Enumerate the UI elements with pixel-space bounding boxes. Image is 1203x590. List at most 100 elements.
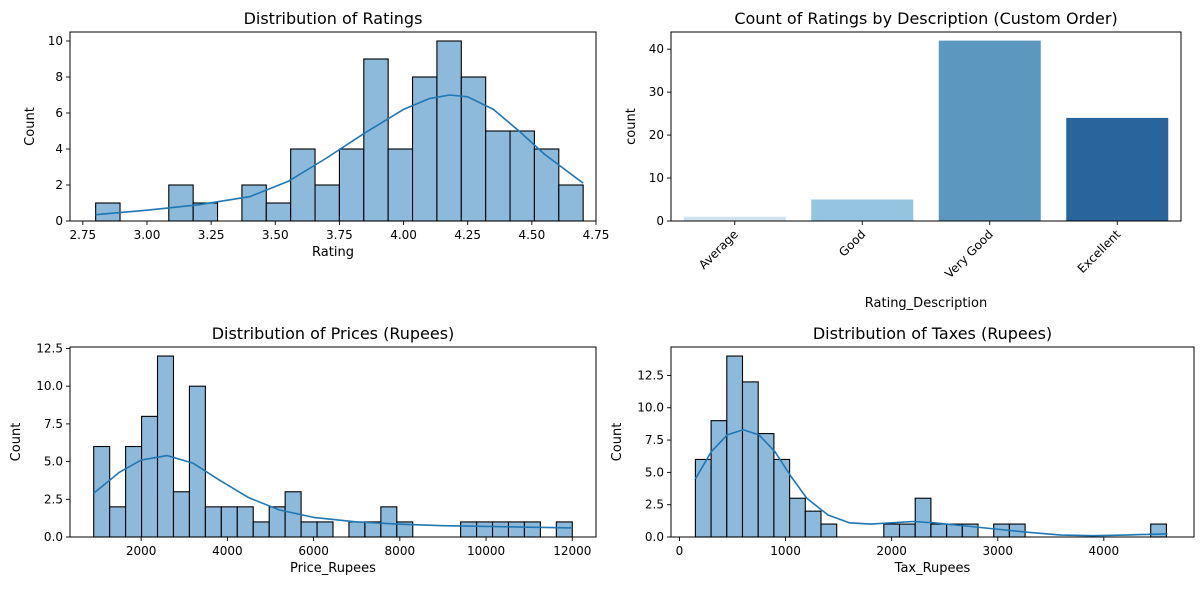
hist-bar xyxy=(363,58,389,222)
x-tick-label: 3.25 xyxy=(198,228,225,242)
hist-bar xyxy=(914,497,932,538)
chart-title: Distribution of Prices (Rupees) xyxy=(212,324,455,343)
x-tick-label: 10000 xyxy=(467,544,505,558)
x-tick-label: 12000 xyxy=(553,544,591,558)
hist-bar xyxy=(168,184,194,222)
hist-bar xyxy=(380,506,398,538)
hist-bar xyxy=(789,497,806,538)
hist-bar xyxy=(460,76,487,222)
y-axis-label: Count xyxy=(23,107,38,146)
x-tick-label: 3.50 xyxy=(262,228,289,242)
y-tick-label: 10 xyxy=(48,34,63,48)
y-tick-label: 0.0 xyxy=(645,530,664,544)
hist-bar xyxy=(252,521,270,538)
subplot-2: Count of Ratings by Description (Custom … xyxy=(624,9,1182,311)
bar-excellent xyxy=(1066,117,1169,221)
y-tick-label: 12.5 xyxy=(36,342,63,356)
hist-bar xyxy=(558,184,584,222)
subplot-4: Distribution of Taxes (Rupees) 0 1000 2000 3… xyxy=(610,324,1195,576)
kde-line xyxy=(694,428,1168,537)
hist-bar xyxy=(265,202,292,222)
hist-bar xyxy=(555,521,573,538)
hist-bar xyxy=(533,148,560,222)
y-tick-label: 8 xyxy=(55,70,63,84)
x-tick-label: Average xyxy=(696,227,741,272)
y-axis-label: Count xyxy=(9,423,24,462)
y-tick-label: 0.0 xyxy=(44,530,63,544)
y-tick-label: 7.5 xyxy=(44,417,63,431)
y-tick-label: 2.5 xyxy=(645,498,664,512)
x-axis-label: Price_Rupees xyxy=(290,561,376,576)
x-tick-label: 2.75 xyxy=(69,228,96,242)
y-tick-label: 30 xyxy=(649,85,664,99)
hist-bar xyxy=(509,130,535,222)
y-tick-label: 5.0 xyxy=(645,465,664,479)
hist-bar xyxy=(930,523,948,538)
axes-frame xyxy=(670,346,1195,538)
hist-bar xyxy=(726,355,744,538)
hist-bar xyxy=(476,521,494,538)
kde-line xyxy=(93,454,573,529)
hist-bar xyxy=(883,523,901,538)
x-tick-label: Very Good xyxy=(942,227,996,281)
y-tick-label: 6 xyxy=(55,106,63,120)
hist-bar xyxy=(220,506,238,538)
y-tick-label: 40 xyxy=(649,42,664,56)
x-tick-label: 4.50 xyxy=(518,228,545,242)
axes-frame xyxy=(670,31,1182,222)
x-tick-label: 4000 xyxy=(212,544,243,558)
x-tick-label: 2000 xyxy=(876,544,907,558)
hist-bar xyxy=(348,521,366,538)
hist-bar xyxy=(1150,523,1167,538)
y-tick-label: 10.0 xyxy=(637,401,664,415)
y-tick-label: 2 xyxy=(55,178,63,192)
hist-bar xyxy=(898,523,916,538)
bar-average xyxy=(683,216,786,221)
axes-frame xyxy=(69,31,597,222)
x-tick-label: 8000 xyxy=(385,544,416,558)
hist-bar xyxy=(436,40,462,222)
hist-bar xyxy=(290,148,316,222)
x-tick-label: Good xyxy=(836,227,868,259)
y-tick-label: 10 xyxy=(649,171,664,185)
hist-bar xyxy=(460,521,478,538)
x-tick-label: 4.75 xyxy=(583,228,610,242)
subplot-1: Distribution of Ratings 2.75 3.00 3.25 3.50 3… xyxy=(23,9,609,260)
hist-bar xyxy=(820,523,838,538)
chart-title: Distribution of Taxes (Rupees) xyxy=(813,324,1052,343)
hist-bar xyxy=(95,202,121,222)
hist-bar xyxy=(109,506,127,538)
bar-good xyxy=(811,199,914,221)
x-tick-label: 4.00 xyxy=(390,228,417,242)
hist-bar xyxy=(188,385,206,538)
x-tick-label: 0 xyxy=(676,544,684,558)
x-tick-label: 2000 xyxy=(126,544,157,558)
y-tick-label: 5.0 xyxy=(44,455,63,469)
hist-bar xyxy=(241,184,267,222)
x-tick-label: 4000 xyxy=(1089,544,1120,558)
axes-frame xyxy=(69,346,597,538)
y-tick-label: 4 xyxy=(55,142,63,156)
x-tick-label: 1000 xyxy=(770,544,801,558)
y-axis-label: count xyxy=(624,108,639,145)
x-axis-label: Tax_Rupees xyxy=(894,561,971,576)
x-tick-label: 3.00 xyxy=(134,228,161,242)
x-tick-label: 3000 xyxy=(982,544,1013,558)
hist-bar xyxy=(316,521,334,538)
hist-bar xyxy=(172,491,190,538)
hist-bar xyxy=(300,521,318,538)
hist-bar xyxy=(741,381,759,538)
hist-bar xyxy=(364,521,382,538)
hist-bar xyxy=(204,506,222,538)
hist-bar xyxy=(314,184,340,222)
chart-title: Count of Ratings by Description (Custom … xyxy=(734,9,1117,28)
kde-line xyxy=(95,94,584,216)
hist-bar xyxy=(156,355,175,538)
x-tick-label: Excellent xyxy=(1075,227,1124,276)
x-tick-label: 6000 xyxy=(298,544,329,558)
hist-bar xyxy=(491,521,510,538)
y-tick-label: 20 xyxy=(649,128,664,142)
y-tick-label: 10.0 xyxy=(36,379,63,393)
hist-bar xyxy=(387,148,414,222)
hist-bar xyxy=(523,521,541,538)
